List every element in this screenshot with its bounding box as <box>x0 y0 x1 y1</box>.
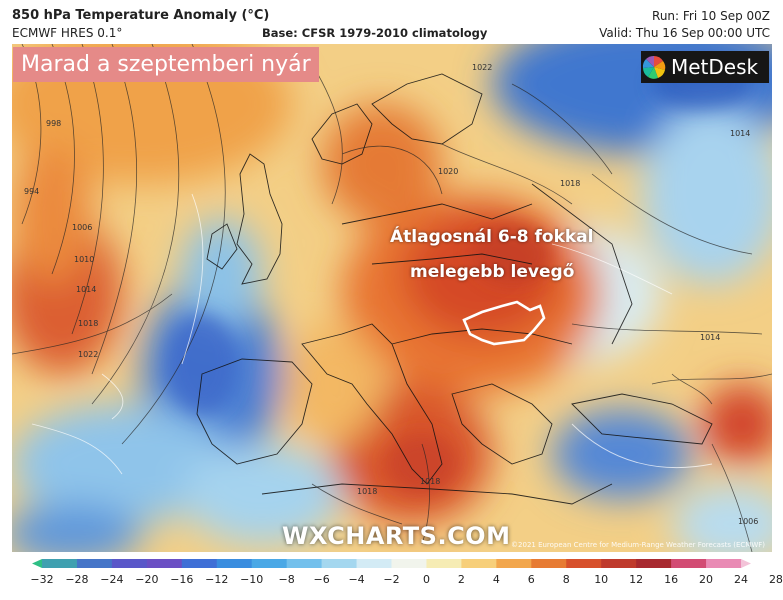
isobar-label: 1018 <box>78 319 98 328</box>
color-scale-segment <box>216 559 253 568</box>
color-scale-tick-label: 0 <box>422 573 430 586</box>
color-scale-tick-label: 2 <box>457 573 465 586</box>
map-canvas: 998 994 1006 1010 1014 1018 1022 1022 10… <box>12 44 772 552</box>
logo-text: MetDesk <box>671 55 759 79</box>
isobar-label: 998 <box>46 119 61 128</box>
valid-time-label: Valid: Thu 16 Sep 00:00 UTC <box>599 26 770 40</box>
color-scale-segment <box>426 559 462 568</box>
color-scale-segment <box>391 559 427 568</box>
color-scale-tick-label: 20 <box>699 573 714 586</box>
chart-header: 850 hPa Temperature Anomaly (°C) ECMWF H… <box>0 0 783 44</box>
color-scale-tick-label: −28 <box>65 573 89 586</box>
color-scale-segment <box>111 559 148 568</box>
color-scale-tick-label: −6 <box>313 573 330 586</box>
isobar-label: 1010 <box>74 255 94 264</box>
color-scale-tick-label: 4 <box>492 573 500 586</box>
color-scale-segment <box>42 559 78 568</box>
watermark: WXCHARTS.COM <box>282 522 511 550</box>
annotation-line-1: Átlagosnál 6-8 fokkal <box>390 227 594 247</box>
isobar-label: 1018 <box>357 487 377 496</box>
color-scale-segment <box>461 559 497 568</box>
color-scale-segment <box>321 559 358 568</box>
isobar-label: 1020 <box>438 167 458 176</box>
color-scale: −32 −28 −24 −20 −16 −12 −10 −8 −6 −4 −2 0 2 4 6 8 10 12 16… <box>24 556 783 600</box>
run-time-label: Run: Fri 10 Sep 00Z <box>652 9 770 23</box>
hungary-outline <box>462 300 546 346</box>
color-scale-tick-label: 12 <box>629 573 644 586</box>
color-scale-segment <box>356 559 392 568</box>
color-scale-segment <box>181 559 218 568</box>
isobar-label: 1014 <box>730 129 750 138</box>
color-scale-segment <box>566 559 602 568</box>
color-scale-tick-label: −2 <box>383 573 400 586</box>
copyright-note: ©2021 European Centre for Medium-Range W… <box>511 541 765 549</box>
color-scale-segment <box>741 559 751 568</box>
chart-title: 850 hPa Temperature Anomaly (°C) <box>12 8 270 23</box>
color-scale-tick-label: 6 <box>527 573 535 586</box>
pinwheel-icon <box>642 55 666 79</box>
color-scale-segment <box>671 559 707 568</box>
color-scale-tick-label: 24 <box>734 573 748 586</box>
color-scale-tick-label: −8 <box>278 573 295 586</box>
isobar-label: 1022 <box>78 350 98 359</box>
color-scale-bar <box>32 559 751 568</box>
anomaly-map: 998 994 1006 1010 1014 1018 1022 1022 10… <box>12 44 772 552</box>
color-scale-segment <box>251 559 288 568</box>
isobar-label: 994 <box>24 187 39 196</box>
color-scale-tick-label: 10 <box>594 573 609 586</box>
color-scale-tick-label: −12 <box>205 573 229 586</box>
isobar-label: 1014 <box>76 285 96 294</box>
color-scale-segment <box>636 559 672 568</box>
color-scale-tick-label: 28 <box>768 573 783 586</box>
isobar-label: 1006 <box>738 517 758 526</box>
isobar-label: 1022 <box>472 63 492 72</box>
isobar-label: 1018 <box>420 477 440 486</box>
color-scale-tick-label: −16 <box>170 573 194 586</box>
color-scale-tick-label: −32 <box>30 573 54 586</box>
color-scale-segment <box>601 559 637 568</box>
isobar-label: 1018 <box>560 179 580 188</box>
isobar-label: 1014 <box>700 333 720 342</box>
isobar-label: 1006 <box>72 223 92 232</box>
headline-tag: Marad a szeptemberi nyár <box>13 47 319 82</box>
base-climatology-label: Base: CFSR 1979-2010 climatology <box>262 26 488 40</box>
color-scale-tick-label: −10 <box>240 573 264 586</box>
color-scale-segment <box>531 559 567 568</box>
color-scale-segment <box>146 559 183 568</box>
color-scale-tick-label: 8 <box>562 573 570 586</box>
metdesk-logo: MetDesk <box>641 51 769 83</box>
color-scale-segment <box>706 559 742 568</box>
color-scale-tick-label: 16 <box>664 573 679 586</box>
color-scale-tick-label: −24 <box>100 573 124 586</box>
color-scale-segment <box>32 559 42 568</box>
color-scale-segment <box>286 559 323 568</box>
annotation-line-2: melegebb levegő <box>410 262 575 282</box>
model-label: ECMWF HRES 0.1° <box>12 26 123 40</box>
color-scale-tick-label: −20 <box>135 573 159 586</box>
color-scale-segment <box>496 559 532 568</box>
color-scale-segment <box>76 559 113 568</box>
color-scale-tick-label: −4 <box>348 573 365 586</box>
